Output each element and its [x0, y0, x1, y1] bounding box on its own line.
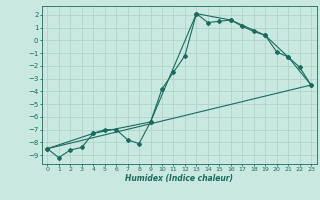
X-axis label: Humidex (Indice chaleur): Humidex (Indice chaleur): [125, 174, 233, 183]
